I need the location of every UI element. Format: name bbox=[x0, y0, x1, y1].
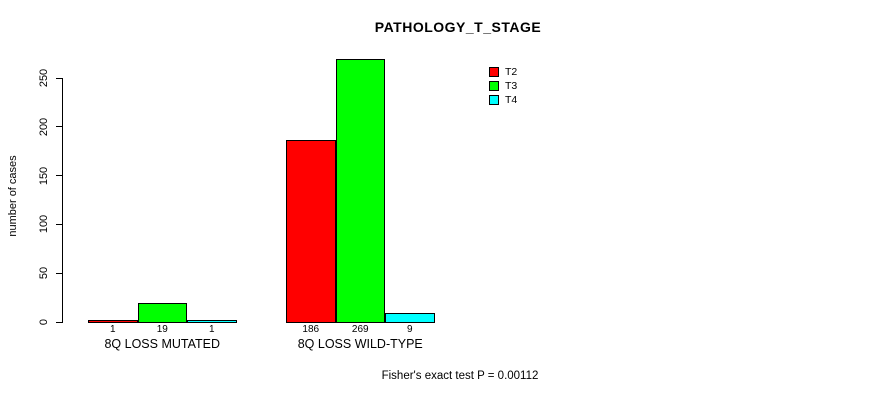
bar-t3-1 bbox=[137, 303, 187, 323]
legend-swatch-t3 bbox=[489, 81, 499, 91]
category-label: 8Q LOSS MUTATED bbox=[104, 337, 221, 351]
y-tick-mark bbox=[56, 321, 62, 323]
legend-swatch-t4 bbox=[489, 95, 499, 105]
y-tick-mark bbox=[56, 77, 62, 79]
y-axis-label: number of cases bbox=[7, 155, 19, 237]
bar-value-label: 19 bbox=[156, 324, 168, 335]
y-tick-label: 100 bbox=[38, 215, 50, 234]
legend-row: T3 bbox=[489, 79, 517, 93]
y-tick-mark bbox=[56, 223, 62, 225]
y-tick-mark bbox=[56, 272, 62, 274]
y-tick-label: 250 bbox=[38, 68, 50, 88]
y-tick-label: 0 bbox=[38, 318, 50, 326]
y-tick-mark bbox=[56, 126, 62, 128]
stat-test-caption: Fisher's exact test P = 0.00112 bbox=[381, 370, 539, 382]
legend-label: T3 bbox=[505, 80, 518, 92]
bar-value-label: 9 bbox=[406, 324, 413, 335]
y-tick-label: 200 bbox=[38, 117, 50, 136]
y-tick-mark bbox=[56, 175, 62, 177]
bar-t2-2 bbox=[286, 140, 336, 323]
bar-t2-1 bbox=[88, 320, 138, 323]
bar-value-label: 269 bbox=[351, 324, 369, 335]
legend-row: T2 bbox=[489, 65, 517, 79]
y-tick-label: 50 bbox=[38, 267, 50, 280]
y-tick-label: 150 bbox=[38, 166, 50, 185]
legend-label: T2 bbox=[505, 66, 518, 78]
legend-label: T4 bbox=[505, 94, 518, 106]
chart-title: PATHOLOGY_T_STAGE bbox=[374, 19, 542, 35]
y-axis-line bbox=[62, 78, 63, 323]
bar-t4-2 bbox=[385, 313, 435, 323]
bar-value-label: 1 bbox=[109, 324, 116, 335]
bar-value-label: 186 bbox=[302, 324, 320, 335]
legend-swatch-t2 bbox=[489, 67, 499, 77]
legend: T2 T3 T4 bbox=[489, 65, 517, 107]
bar-t4-1 bbox=[187, 320, 237, 323]
bar-t3-2 bbox=[335, 59, 385, 323]
legend-row: T4 bbox=[489, 93, 517, 107]
category-label: 8Q LOSS WILD-TYPE bbox=[297, 337, 423, 351]
bar-value-label: 1 bbox=[208, 324, 215, 335]
